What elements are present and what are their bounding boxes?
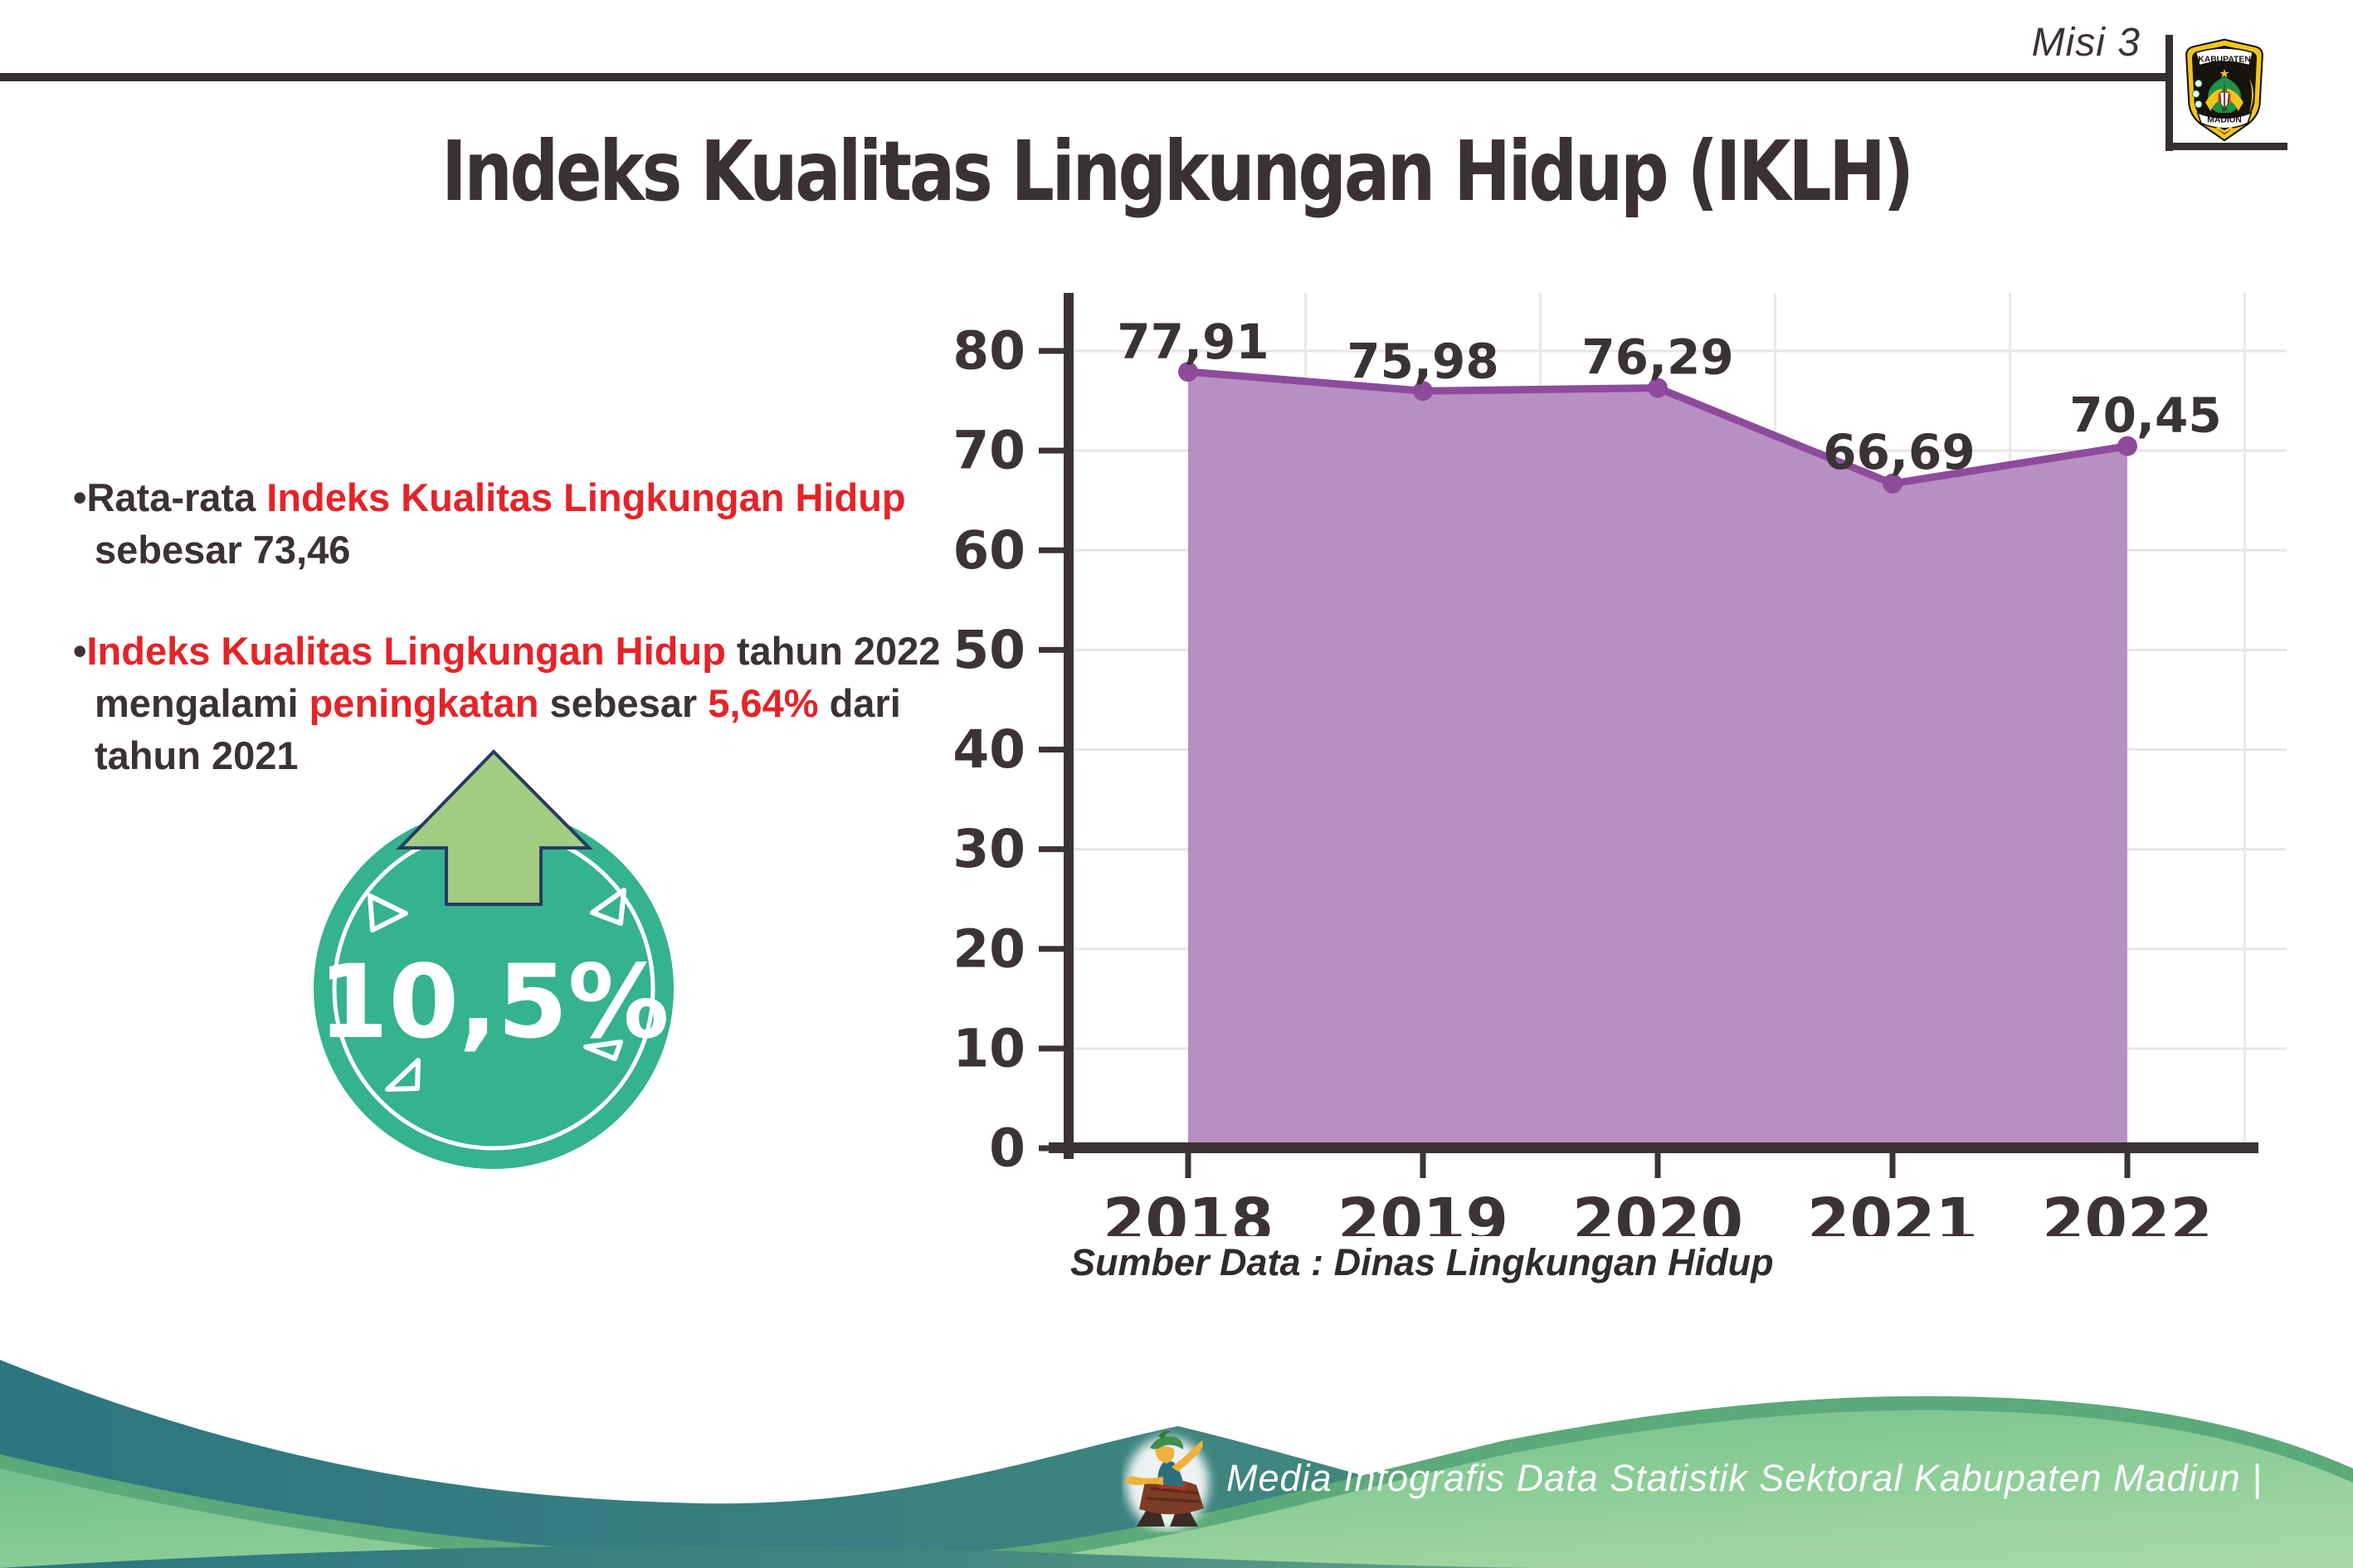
bullet-text-segment: tahun 2022: [725, 629, 941, 673]
logo-wing-left: [2205, 88, 2222, 111]
green-dome-wave: [0, 1410, 2353, 1568]
mascot-icon: [1124, 1430, 1209, 1530]
mascot-skirt-pattern: [1146, 1487, 1201, 1503]
y-tick-label: 50: [954, 620, 1025, 680]
bullet-item-average: •Rata-rata Indeks Kualitas Lingkungan Hi…: [73, 471, 952, 576]
y-tick-label: 40: [954, 719, 1025, 780]
data-point: [1648, 377, 1668, 398]
data-point: [1178, 362, 1198, 382]
chart-labels: 77,91 75,98 76,29 66,69 70,45: [1117, 314, 2221, 480]
data-point-label: 70,45: [2069, 387, 2221, 444]
bullet-text-segment: mengalami: [95, 681, 309, 725]
data-point-label: 77,91: [1117, 314, 1269, 370]
x-tick-label: 2021: [1807, 1186, 1978, 1236]
chart-line-series: [1178, 362, 2137, 494]
bullet-line: •Rata-rata Indeks Kualitas Lingkungan Hi…: [73, 471, 952, 523]
area-fill: [1188, 372, 2127, 1142]
data-point: [1883, 473, 1902, 494]
logo-bottom-text: MADIUN: [2207, 115, 2242, 124]
mascot-arm-left: [1124, 1476, 1163, 1486]
y-axis: [1064, 293, 1074, 1159]
bullet-text-segment: Indeks Kualitas Lingkungan Hidup: [86, 629, 726, 673]
badge-spark-upper-right: [590, 888, 626, 926]
logo-top-text: KABUPATEN: [2198, 56, 2251, 65]
mascot-hat-leaf: [1158, 1430, 1171, 1439]
logo-chevron: [2215, 126, 2234, 134]
y-tick-label: 10: [954, 1018, 1025, 1079]
x-tick-label: 2020: [1572, 1186, 1743, 1236]
bullet-line: sebesar 73,46: [73, 523, 952, 576]
y-tick-label: 0: [989, 1118, 1025, 1179]
increase-badge: 10,5%: [314, 749, 674, 1169]
badge-spark-lower-right: [583, 1040, 623, 1061]
logo-cotton-2: [2192, 90, 2200, 98]
footer-caption: Media Infografis Data Statistik Sektoral…: [1226, 1457, 2263, 1499]
bullet-text-segment: 5,64%: [708, 681, 819, 725]
data-point-label: 75,98: [1347, 333, 1498, 389]
data-point: [1413, 381, 1433, 402]
mascot-face: [1155, 1446, 1175, 1463]
y-tick-label: 80: [954, 321, 1025, 382]
chart-area-fill: [1188, 372, 2127, 1142]
bullet-text-segment: peningkatan: [309, 681, 539, 725]
logo-top-banner: [2195, 47, 2254, 66]
data-point-label: 66,69: [1823, 424, 1975, 480]
x-axis: [1049, 1142, 2258, 1153]
bullet-line: tahun 2021: [73, 729, 952, 782]
bullet-text-segment: sebesar: [538, 681, 709, 725]
logo-cotton-3: [2195, 100, 2203, 109]
mascot-hat: [1150, 1436, 1184, 1449]
badge-spark-upper-left: [368, 894, 408, 933]
logo-star-icon: ★: [2219, 67, 2229, 80]
data-point: [2117, 436, 2137, 456]
bullet-item-increase: •Indeks Kualitas Lingkungan Hidup tahun …: [73, 625, 952, 782]
top-rule: [0, 73, 2165, 81]
bullet-text-segment: Rata-rata: [86, 475, 267, 519]
bottom-teal-sliver: [0, 1545, 1535, 1568]
y-tick-label: 70: [954, 421, 1025, 481]
x-tick-label: 2022: [2042, 1186, 2213, 1236]
x-tick-label: 2019: [1337, 1186, 1508, 1236]
kabupaten-madiun-logo: KABUPATEN ★ MADIUN: [2185, 38, 2263, 142]
logo-bracket-horizontal: [2165, 143, 2287, 150]
badge-value: 10,5%: [318, 943, 669, 1061]
source-note: Sumber Data : Dinas Lingkungan Hidup: [1070, 1241, 1774, 1283]
bullet-marker: •: [73, 629, 87, 673]
chart-axes: 0 10 20 30 40 50 60 70 80 2018 2019 2020 2021 2022: [954, 293, 2258, 1236]
logo-rice-stalk: [2248, 78, 2254, 115]
x-tick-label: 2018: [1103, 1186, 1274, 1236]
badge-spark-lower-left: [385, 1058, 421, 1092]
bullet-text-segment: tahun 2021: [95, 733, 299, 777]
y-tick-label: 20: [954, 918, 1025, 979]
y-tick-label: 60: [954, 520, 1025, 581]
badge-circle: [314, 809, 674, 1169]
up-arrow-icon: [396, 749, 593, 906]
mascot-arm-right: [1172, 1440, 1203, 1472]
logo-cotton-1: [2195, 80, 2203, 88]
bullet-text-segment: dari: [818, 681, 901, 725]
bullet-line: mengalami peningkatan sebesar 5,64% dari: [73, 677, 952, 729]
logo-bottom-banner: [2196, 111, 2253, 129]
misi-label: Misi 3: [2031, 21, 2141, 65]
bullet-text-segment: Indeks Kualitas Lingkungan Hidup: [266, 475, 906, 519]
iklh-area-chart: 0 10 20 30 40 50 60 70 80 2018 2019 2020 2021 2022 77…: [954, 293, 2287, 1236]
bullet-text-segment: sebesar 73,46: [95, 528, 351, 572]
mascot-torso: [1157, 1460, 1184, 1487]
y-tick-label: 30: [954, 819, 1025, 879]
logo-wing-right: [2227, 88, 2243, 111]
bullet-line: •Indeks Kualitas Lingkungan Hidup tahun …: [73, 625, 952, 677]
bullet-marker: •: [73, 475, 87, 519]
page-title: Indeks Kualitas Lingkungan Hidup (IKLH): [441, 123, 1914, 220]
logo-bracket-vertical: [2165, 35, 2173, 151]
data-point-label: 76,29: [1581, 329, 1733, 386]
footer-wave: [0, 1360, 2353, 1568]
